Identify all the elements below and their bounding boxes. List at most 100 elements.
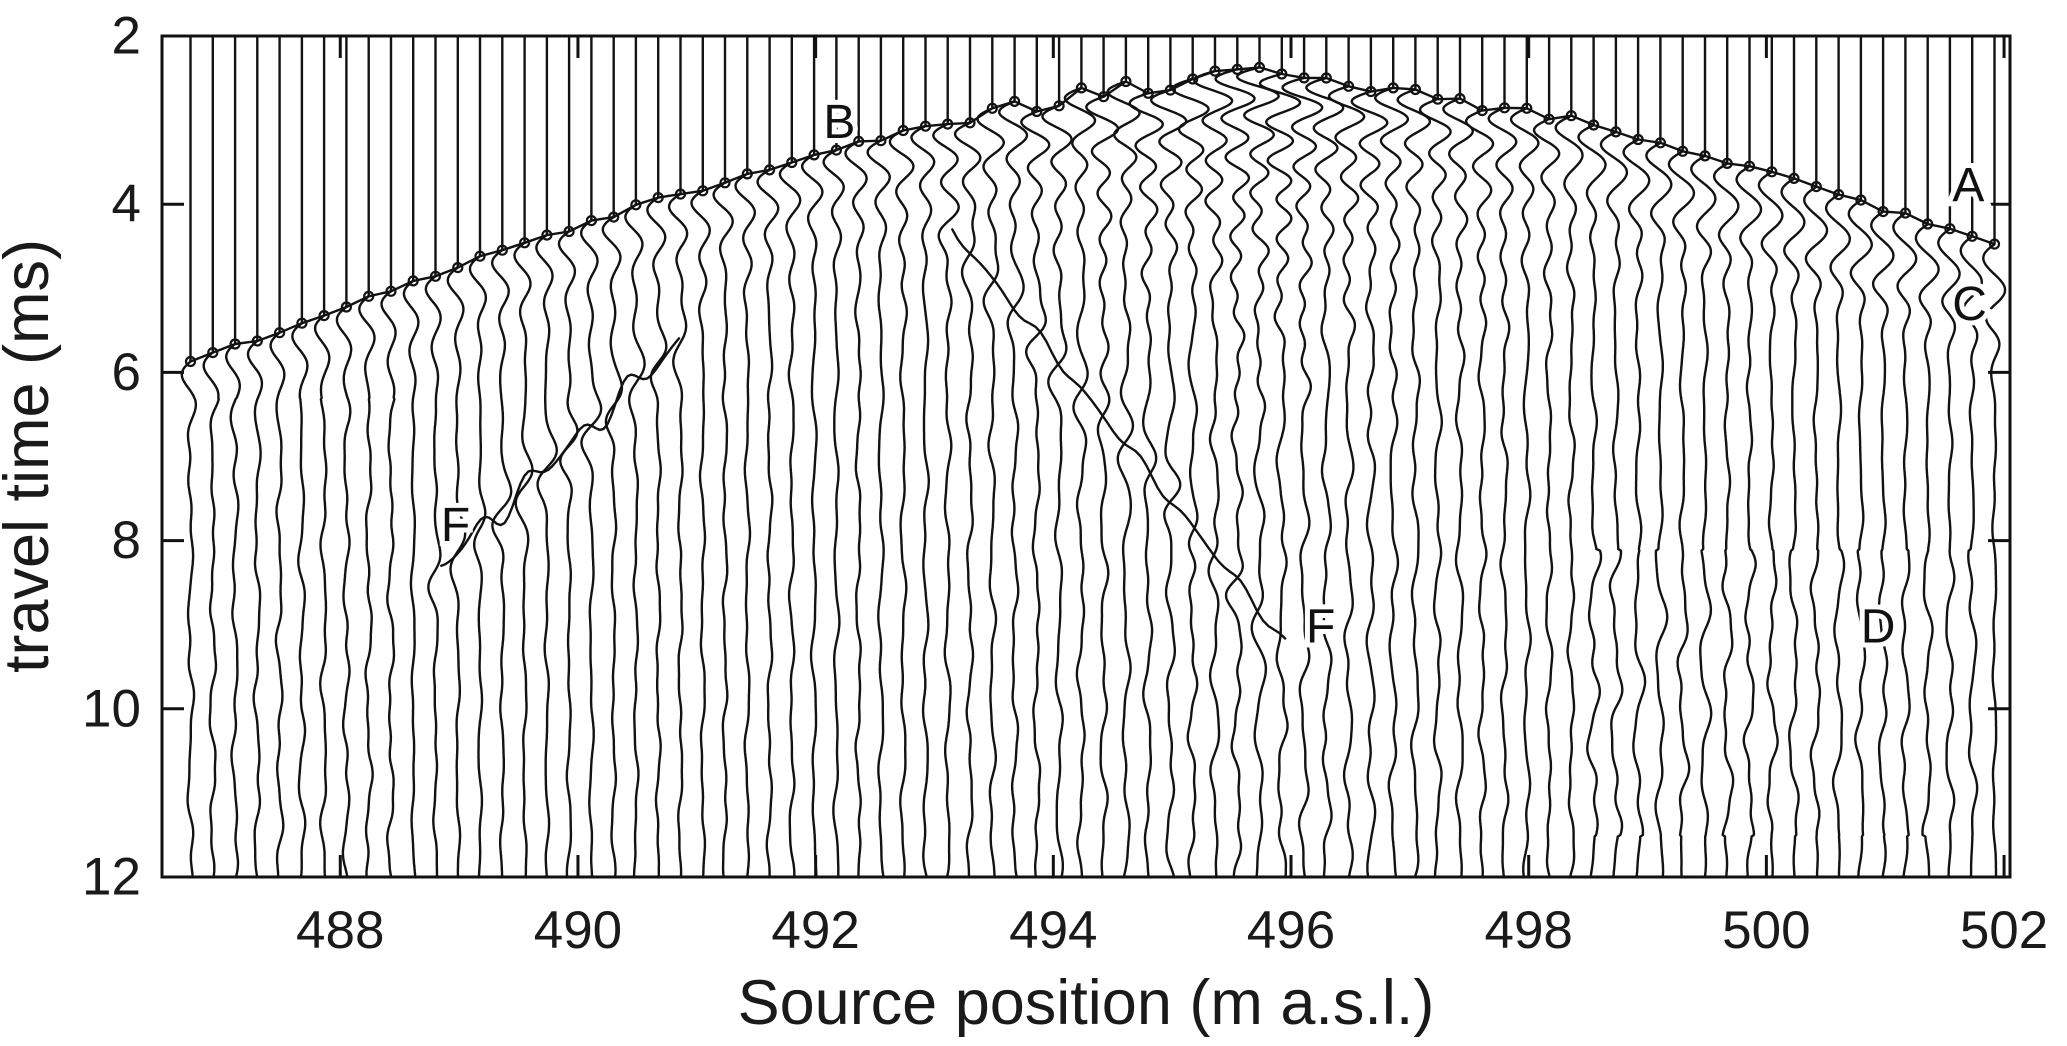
first-break-pick-marker	[1699, 150, 1711, 162]
seismic-trace	[513, 36, 534, 877]
first-break-pick-marker	[964, 117, 976, 129]
seismic-trace	[1350, 36, 1389, 877]
first-break-pick-marker	[1855, 194, 1867, 206]
seismic-trace	[335, 36, 353, 877]
seismic-trace	[1281, 36, 1324, 877]
y-tick-label: 12	[82, 848, 141, 907]
first-break-pick-marker	[630, 199, 642, 211]
seismic-trace	[910, 36, 936, 877]
first-break-pick-marker	[808, 149, 820, 161]
first-break-pick-marker	[1521, 102, 1533, 114]
seismic-trace	[246, 36, 264, 877]
seismic-trace	[1735, 36, 1763, 877]
first-break-pick-marker	[1298, 72, 1310, 84]
seismic-trace	[667, 36, 689, 877]
seismic-trace	[468, 36, 487, 877]
seismic-trace	[756, 36, 780, 877]
first-break-pick-marker	[1788, 172, 1800, 184]
first-break-pick-marker	[919, 120, 932, 132]
first-break-pick-marker	[1454, 92, 1466, 105]
first-break-pick-marker	[652, 192, 664, 204]
first-break-polyline	[189, 66, 1996, 363]
annotation-C: C	[1952, 278, 1987, 331]
seismic-trace	[557, 36, 579, 877]
first-break-pick-marker	[496, 244, 508, 256]
seismic-trace	[1063, 36, 1097, 877]
first-break-pick-marker	[1677, 145, 1689, 157]
seismic-trace	[1149, 36, 1188, 877]
first-break-pick-marker	[1231, 63, 1243, 76]
seismic-trace	[1193, 36, 1234, 877]
first-break-pick-marker	[296, 317, 308, 329]
seismic-trace	[580, 36, 603, 877]
first-break-pick-marker	[1053, 100, 1065, 112]
seismic-trace	[269, 36, 286, 877]
seismic-trace	[953, 36, 982, 877]
x-tick-label: 502	[1960, 901, 2048, 960]
seismic-trace	[1442, 36, 1474, 877]
seismic-trace	[844, 36, 868, 877]
seismic-trace	[202, 36, 220, 877]
seismic-trace	[313, 36, 331, 877]
seismic-trace	[801, 36, 824, 877]
first-break-pick-marker	[184, 355, 197, 368]
seismic-trace	[380, 36, 397, 877]
first-break-pick-marker	[274, 327, 286, 339]
first-break-pick-marker	[340, 301, 352, 313]
first-break-pick-marker	[741, 168, 753, 180]
seismic-trace	[601, 36, 624, 877]
first-break-pick-marker	[1120, 75, 1132, 88]
seismic-trace	[976, 36, 1005, 877]
first-break-pick-marker	[1142, 87, 1154, 99]
annotation-A: A	[1952, 159, 1984, 212]
seismic-trace	[446, 36, 467, 877]
y-tick-label: 6	[112, 343, 141, 402]
first-break-pick-marker	[830, 144, 843, 156]
first-break-pick-marker	[1253, 61, 1266, 74]
seismic-trace	[1712, 36, 1740, 877]
first-break-pick-marker	[1342, 80, 1355, 92]
first-break-pick-marker	[1498, 102, 1511, 114]
y-tick-label: 2	[112, 7, 141, 66]
seismic-trace	[712, 36, 734, 877]
first-break-pick-marker	[474, 250, 486, 262]
y-axis-label: travel time (ms)	[0, 239, 62, 673]
seismic-trace	[866, 36, 891, 877]
first-break-pick-marker	[674, 188, 687, 200]
seismic-trace	[932, 36, 960, 877]
axes-box	[160, 34, 2012, 879]
seismic-trace	[1824, 36, 1852, 877]
first-break-pick-marker	[1944, 223, 1956, 235]
seismic-trace	[690, 36, 711, 877]
first-break-pick-marker	[1320, 72, 1332, 84]
seismic-trace	[1690, 36, 1717, 877]
seismic-trace	[1464, 36, 1495, 877]
first-break-pick-marker	[1922, 218, 1934, 230]
first-break-pick-marker	[1476, 104, 1488, 117]
first-break-pick-marker	[1387, 82, 1399, 94]
seismic-trace	[491, 36, 513, 877]
annotation-F: F	[441, 499, 470, 552]
first-break-pick-marker	[363, 290, 375, 302]
axis-tick-marks	[162, 34, 2010, 879]
first-break-pick-marker	[207, 347, 219, 359]
first-break-pick-marker	[541, 229, 553, 241]
seismic-trace	[1171, 36, 1210, 877]
first-break-pick-marker	[1632, 133, 1644, 146]
seismic-trace	[1667, 36, 1696, 877]
seismic-trace	[822, 36, 845, 877]
seismic-trace	[1396, 36, 1432, 877]
x-tick-label: 500	[1722, 901, 1810, 960]
x-tick-label: 498	[1484, 901, 1572, 960]
seismic-trace	[1214, 36, 1256, 877]
first-break-pick-marker	[1810, 181, 1822, 193]
seismic-trace	[1982, 36, 2007, 877]
seismic-trace	[291, 36, 309, 877]
seismic-trace	[998, 36, 1029, 877]
seismic-trace	[180, 36, 198, 877]
seismic-trace	[1937, 36, 1961, 877]
seismic-trace	[1892, 36, 1918, 877]
seismic-trace	[1959, 36, 1984, 877]
F-right-dipping-event	[951, 228, 1287, 640]
first-break-pick-marker	[719, 177, 731, 189]
